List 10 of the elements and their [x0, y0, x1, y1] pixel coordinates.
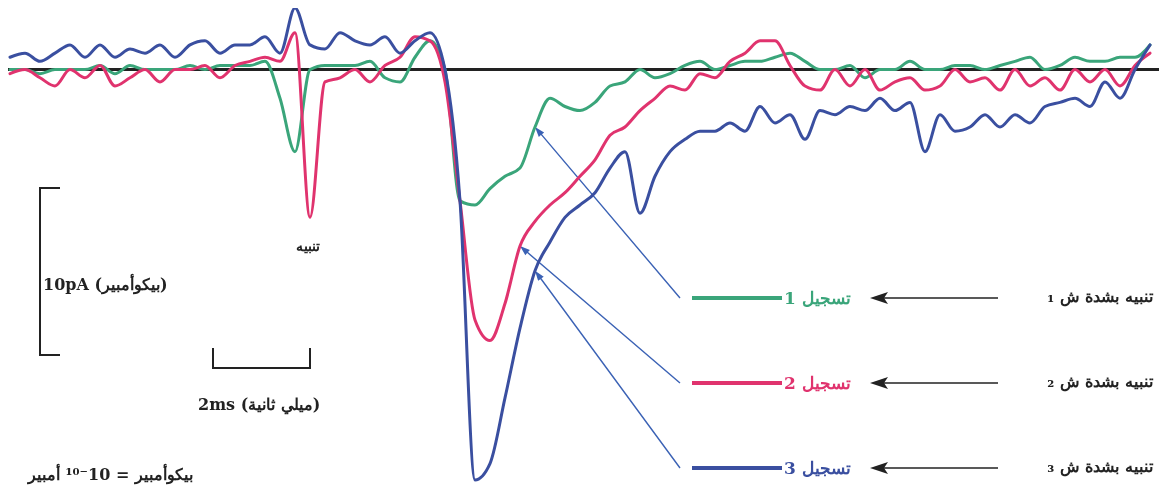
text: تسجيل 2	[784, 373, 851, 393]
annotation: تنبيه بشدة ش ₃	[1047, 457, 1154, 477]
annotation: 10pA (بيكوأمبير)	[43, 273, 168, 295]
annotation: تنبيه	[296, 238, 320, 254]
text: تسجيل 1	[784, 288, 851, 308]
annotation: تنبيه بشدة ش ₁	[1047, 287, 1154, 307]
annotation: بيكوأمبير = 10⁻¹⁰ أمبير	[27, 463, 193, 485]
text: تسجيل 3	[784, 458, 851, 478]
annotation: تنبيه بشدة ش ₂	[1047, 372, 1154, 392]
annotation: 2ms (ميلي ثانية)	[198, 395, 321, 415]
